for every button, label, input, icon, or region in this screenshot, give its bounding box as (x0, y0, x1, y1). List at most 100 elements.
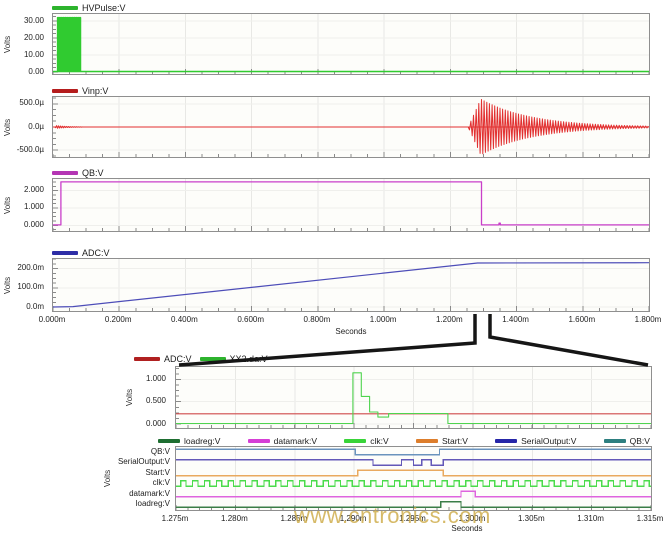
y-tick-label: 2.000 (23, 185, 44, 195)
y-axis-title: Volts (124, 366, 136, 429)
y-axis-title: Volts (2, 258, 14, 312)
legend-swatch (52, 170, 78, 175)
y-tick-label: 0.0µ (28, 121, 44, 131)
legend-label: HVPulse:V (82, 2, 126, 13)
x-tick-label: 1.315m (636, 514, 664, 523)
y-tick-label: 0.000 (145, 418, 166, 428)
legend-swatch (344, 438, 367, 443)
legend-label: clk:V (370, 435, 389, 446)
watermark: www.cntronics.com (294, 503, 491, 528)
y-tick-label: 0.0m (26, 301, 44, 311)
legend-item: clk:V (344, 435, 389, 446)
y-tick-label: -500.0µ (16, 144, 44, 154)
x-tick-label: 0.600m (237, 315, 265, 324)
plot-area (52, 178, 650, 232)
x-tick-label: 0.200m (104, 315, 132, 324)
legend-label: ADC:V (164, 353, 192, 364)
signal-row-label: SerialOutput:V (117, 457, 170, 467)
x-tick-label: 1.400m (502, 315, 529, 324)
y-axis-title-text: Volts (3, 35, 13, 53)
legend-item: Vinp:V (52, 86, 108, 96)
y-axis-ticks: 2.000 1.000 0.000 (2, 178, 48, 232)
y-tick-label: 0.500 (145, 396, 166, 406)
waveform-trace (53, 16, 649, 73)
legend-item: ADC:V (134, 354, 192, 364)
y-axis-title-text: Volts (125, 388, 135, 407)
legend-swatch (158, 438, 180, 443)
legend-swatch (603, 438, 626, 443)
waveform-trace (52, 262, 650, 308)
x-axis-title-text: Seconds (335, 327, 367, 336)
y-axis-title-text: Volts (103, 469, 113, 488)
signal-row-label: datamark:V (129, 488, 170, 498)
plot-legend: ADC:V XX2.da:V (134, 353, 268, 364)
y-tick-label: 200.0m (17, 263, 44, 273)
legend-item: SerialOutput:V (495, 436, 576, 446)
plot-legend: ADC:V (52, 247, 110, 258)
y-axis-ticks: 30.00 20.00 10.00 0.00 (2, 13, 48, 75)
signal-row-label: QB:V (150, 446, 170, 456)
plot-area (175, 446, 652, 511)
y-axis-title: Volts (2, 178, 14, 232)
signal-row-label: clk:V (152, 478, 170, 488)
y-axis-ticks: 200.0m 100.0m 0.0m (2, 258, 48, 312)
legend-item: HVPulse:V (52, 3, 126, 13)
y-axis-title-text: Volts (3, 196, 13, 214)
plot-canvas (52, 97, 650, 157)
x-axis-title: Seconds (52, 327, 650, 336)
digital-trace (176, 459, 651, 466)
x-tick-label: 0.000m (38, 315, 66, 324)
digital-trace (176, 490, 651, 498)
digital-trace (176, 469, 651, 477)
legend-label: QB:V (629, 435, 650, 446)
legend-item: datamark:V (247, 436, 317, 446)
x-tick-label: 1.000m (369, 315, 397, 324)
y-tick-label: 0.00 (28, 66, 44, 76)
legend-item: XX2.da:V (199, 354, 268, 364)
legend-item: Start:V (415, 435, 468, 446)
legend-label: loadreg:V (184, 435, 221, 446)
plot-area (52, 96, 650, 158)
legend-swatch (52, 250, 78, 255)
y-tick-label: 20.00 (23, 32, 44, 42)
y-tick-label: 30.00 (23, 15, 44, 25)
legend-swatch (52, 88, 78, 93)
plot-legend: loadreg:V datamark:V clk:V Start:V SerialOut… (158, 435, 650, 446)
x-tick-label: 1.600m (568, 315, 596, 324)
legend-swatch (415, 438, 438, 443)
signal-row-label: loadreg:V (135, 499, 170, 509)
plot-canvas (52, 179, 650, 231)
legend-label: ADC:V (82, 247, 110, 258)
y-axis-title-text: Volts (3, 118, 13, 136)
x-tick-label: 1.275m (161, 514, 189, 523)
digital-trace (176, 448, 651, 456)
legend-swatch (134, 356, 160, 361)
plot-legend: Vinp:V (52, 85, 108, 96)
x-tick-label: 0.800m (303, 315, 331, 324)
plot-canvas (175, 447, 652, 510)
legend-item: ADC:V (52, 248, 110, 258)
legend-label: SerialOutput:V (521, 435, 577, 446)
plot-legend: HVPulse:V (52, 2, 126, 13)
signal-row-labels: QB:V SerialOutput:V Start:V clk:V datamark:V… (114, 446, 172, 511)
plot-legend: QB:V (52, 167, 104, 178)
x-tick-label: 1.200m (435, 315, 463, 324)
y-tick-label: 1.000 (23, 202, 44, 212)
legend-label: Vinp:V (82, 85, 109, 96)
y-tick-label: 10.00 (23, 49, 44, 59)
waveform-trace (176, 372, 651, 425)
x-tick-label: 1.280m (221, 514, 248, 523)
legend-label: Start:V (441, 435, 468, 446)
y-axis-title: Volts (2, 13, 14, 75)
plot-canvas (52, 14, 650, 74)
waveform-trace (467, 99, 649, 155)
y-tick-label: 500.0µ (19, 98, 44, 108)
legend-label: QB:V (82, 167, 104, 178)
x-axis-ticks: 0.000m 0.200m 0.400m 0.600m 0.800m 1.000m 1.20… (39, 313, 662, 324)
